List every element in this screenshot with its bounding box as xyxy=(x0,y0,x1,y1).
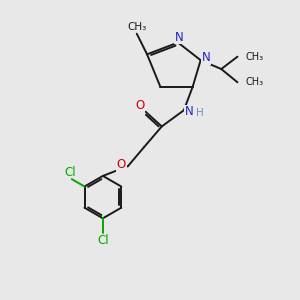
Text: H: H xyxy=(196,108,204,118)
Text: O: O xyxy=(117,158,126,171)
Text: N: N xyxy=(202,51,210,64)
Text: Cl: Cl xyxy=(64,166,76,179)
Text: N: N xyxy=(185,105,194,118)
Text: N: N xyxy=(175,31,184,44)
Text: CH₃: CH₃ xyxy=(246,52,264,62)
Text: O: O xyxy=(136,99,145,112)
Text: CH₃: CH₃ xyxy=(246,77,264,87)
Text: Cl: Cl xyxy=(97,234,109,247)
Text: CH₃: CH₃ xyxy=(127,22,146,32)
